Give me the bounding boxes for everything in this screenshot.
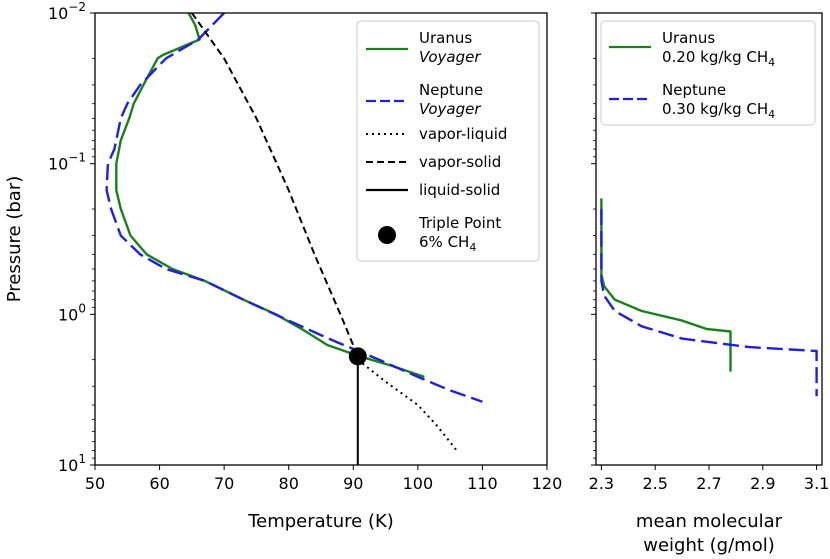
legend-triple-point-line2: 6% CH4 — [419, 233, 476, 254]
left-series-neptune — [105, 13, 483, 403]
right-legend-neptune-line2: 0.30 kg/kg CH4 — [662, 100, 775, 121]
right-legend-uranus-line2: 0.20 kg/kg CH4 — [662, 48, 775, 69]
left-xtick-label: 90 — [343, 474, 363, 493]
legend-neptune-sub: Voyager — [419, 100, 481, 118]
left-ytick-label: 100 — [58, 301, 86, 324]
left-ytick-label: 101 — [58, 452, 86, 475]
left-xtick-label: 60 — [149, 474, 169, 493]
right-xtick-label: 3.1 — [804, 474, 829, 493]
left-triple-point-marker — [348, 347, 367, 366]
legend-triple-point-marker — [378, 226, 396, 244]
right-plot-lines — [600, 198, 818, 397]
left-ylabel: Pressure (bar) — [4, 176, 25, 302]
left-series-vapor-liquid — [357, 358, 458, 452]
left-xlabel: Temperature (K) — [247, 511, 394, 532]
left-legend-box — [356, 20, 540, 262]
left-xtick-label: 120 — [532, 474, 563, 493]
left-series-uranus — [115, 13, 425, 379]
right-xlabel-line2: weight (g/mol) — [643, 535, 775, 556]
right-xtick-label: 2.5 — [642, 474, 667, 493]
legend-uranus-sub: Voyager — [419, 48, 481, 66]
legend-uranus-label: Uranus — [419, 29, 472, 47]
right-series-uranus — [600, 198, 732, 372]
right-series-neptune — [600, 209, 818, 397]
right-legend-box — [600, 20, 816, 126]
left-xtick-label: 100 — [403, 474, 434, 493]
right-xlabel-line1: mean molecular — [636, 511, 783, 532]
left-xtick-label: 110 — [467, 474, 498, 493]
right-axis-ticks: 2.3 2.5 2.7 2.9 3.1 — [589, 12, 829, 493]
left-xtick-label: 50 — [85, 474, 105, 493]
legend-liquid-solid-label: liquid-solid — [419, 181, 500, 199]
left-legend: Uranus Voyager Neptune Voyager vapor-liq… — [356, 20, 540, 262]
right-legend-neptune-label: Neptune — [662, 81, 726, 99]
legend-vapor-liquid-label: vapor-liquid — [419, 125, 507, 143]
right-xtick-label: 2.7 — [696, 474, 721, 493]
left-axis-ticks: 50 60 70 80 90 100 110 120 10−2 10−1 100 101 — [48, 0, 562, 493]
legend-vapor-solid-label: vapor-solid — [419, 153, 501, 171]
left-xtick-label: 70 — [214, 474, 234, 493]
left-axes-frame — [94, 12, 548, 466]
left-xtick-label: 80 — [279, 474, 299, 493]
legend-neptune-label: Neptune — [419, 81, 483, 99]
legend-triple-point-label: Triple Point — [418, 214, 501, 232]
left-ytick-label: 10−1 — [48, 151, 86, 174]
left-series-vapor-solid — [191, 13, 359, 357]
right-axes-frame — [595, 12, 823, 466]
right-legend-uranus-label: Uranus — [662, 29, 715, 47]
right-xtick-label: 2.3 — [589, 474, 614, 493]
left-ytick-label: 10−2 — [48, 0, 86, 23]
right-xtick-label: 2.9 — [750, 474, 775, 493]
right-legend: Uranus 0.20 kg/kg CH4 Neptune 0.30 kg/kg… — [600, 20, 816, 126]
left-plot-lines — [105, 13, 483, 465]
